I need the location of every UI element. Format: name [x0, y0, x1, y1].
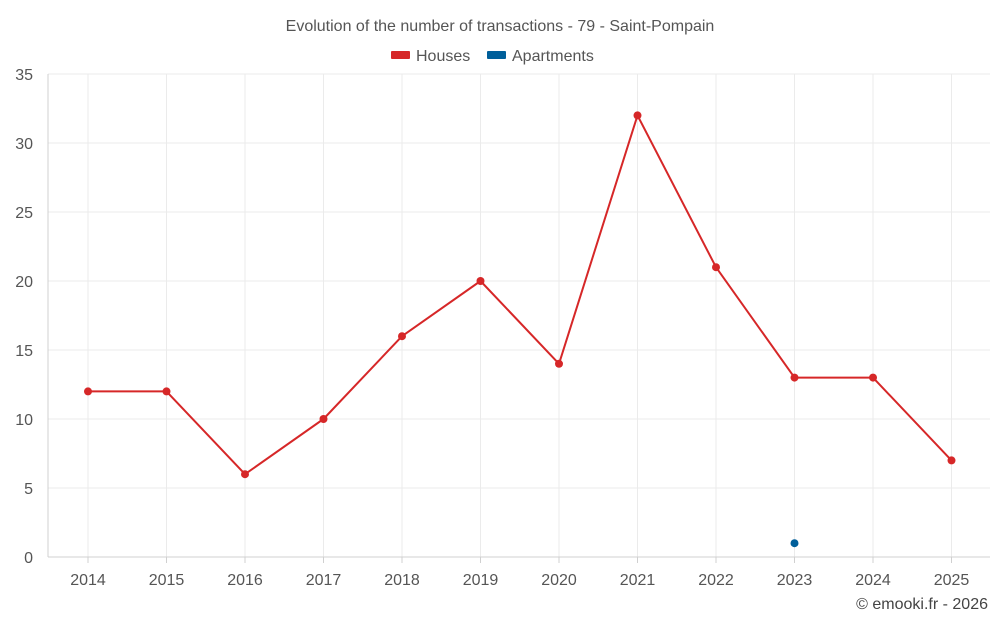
data-point-houses[interactable] — [712, 263, 720, 272]
legend-label-apartments: Apartments — [512, 48, 594, 65]
legend-label-houses: Houses — [416, 48, 470, 65]
data-point-houses[interactable] — [84, 387, 92, 396]
series-line-houses — [88, 114, 953, 476]
x-tick-label: 2020 — [541, 572, 577, 589]
x-tick-label: 2023 — [777, 572, 813, 589]
data-point-houses[interactable] — [633, 111, 642, 120]
data-point-houses[interactable] — [162, 387, 171, 396]
legend-item-apartments[interactable]: Apartments — [487, 48, 594, 65]
data-point-apartments[interactable] — [790, 539, 799, 548]
data-point-houses[interactable] — [319, 415, 328, 423]
y-tick-label: 10 — [15, 412, 33, 429]
y-tick-label: 25 — [15, 205, 33, 222]
x-tick-label: 2016 — [227, 572, 263, 589]
legend-swatch-apartments — [487, 51, 506, 59]
data-point-houses[interactable] — [241, 470, 249, 479]
y-tick-label: 35 — [15, 67, 33, 84]
x-tick-label: 2017 — [306, 572, 342, 589]
y-tick-label: 15 — [15, 343, 33, 360]
y-axis: 0 5 10 15 20 25 30 35 — [15, 67, 49, 567]
x-tick-label: 2018 — [384, 572, 420, 589]
x-tick-label: 2024 — [855, 572, 891, 589]
x-tick-label: 2022 — [698, 572, 734, 589]
data-point-houses[interactable] — [947, 456, 956, 465]
y-tick-label: 5 — [24, 481, 33, 498]
data-point-houses[interactable] — [869, 373, 877, 382]
x-tick-label: 2025 — [934, 572, 970, 589]
grid — [48, 73, 990, 557]
series — [84, 111, 956, 548]
data-point-houses[interactable] — [790, 373, 799, 382]
data-point-houses[interactable] — [398, 332, 406, 341]
credit-text: © emooki.fr - 2026 — [856, 596, 988, 613]
series-apartments — [790, 539, 799, 548]
y-tick-label: 20 — [15, 274, 33, 291]
x-tick-label: 2015 — [149, 572, 185, 589]
x-axis: 2014 2015 2016 2017 2018 2019 2020 2021 2022 2023… — [48, 556, 990, 589]
data-point-houses[interactable] — [476, 277, 485, 285]
x-tick-label: 2019 — [463, 572, 499, 589]
x-tick-label: 2014 — [70, 572, 106, 589]
y-tick-label: 0 — [24, 550, 33, 567]
chart-title: Evolution of the number of transactions … — [286, 18, 715, 35]
legend-item-houses[interactable]: Houses — [391, 48, 470, 65]
data-point-houses[interactable] — [555, 359, 563, 368]
series-houses — [84, 111, 956, 479]
legend-swatch-houses — [391, 51, 410, 59]
legend: Houses Apartments — [391, 48, 594, 65]
x-tick-label: 2021 — [620, 572, 656, 589]
y-tick-label: 30 — [15, 136, 33, 153]
